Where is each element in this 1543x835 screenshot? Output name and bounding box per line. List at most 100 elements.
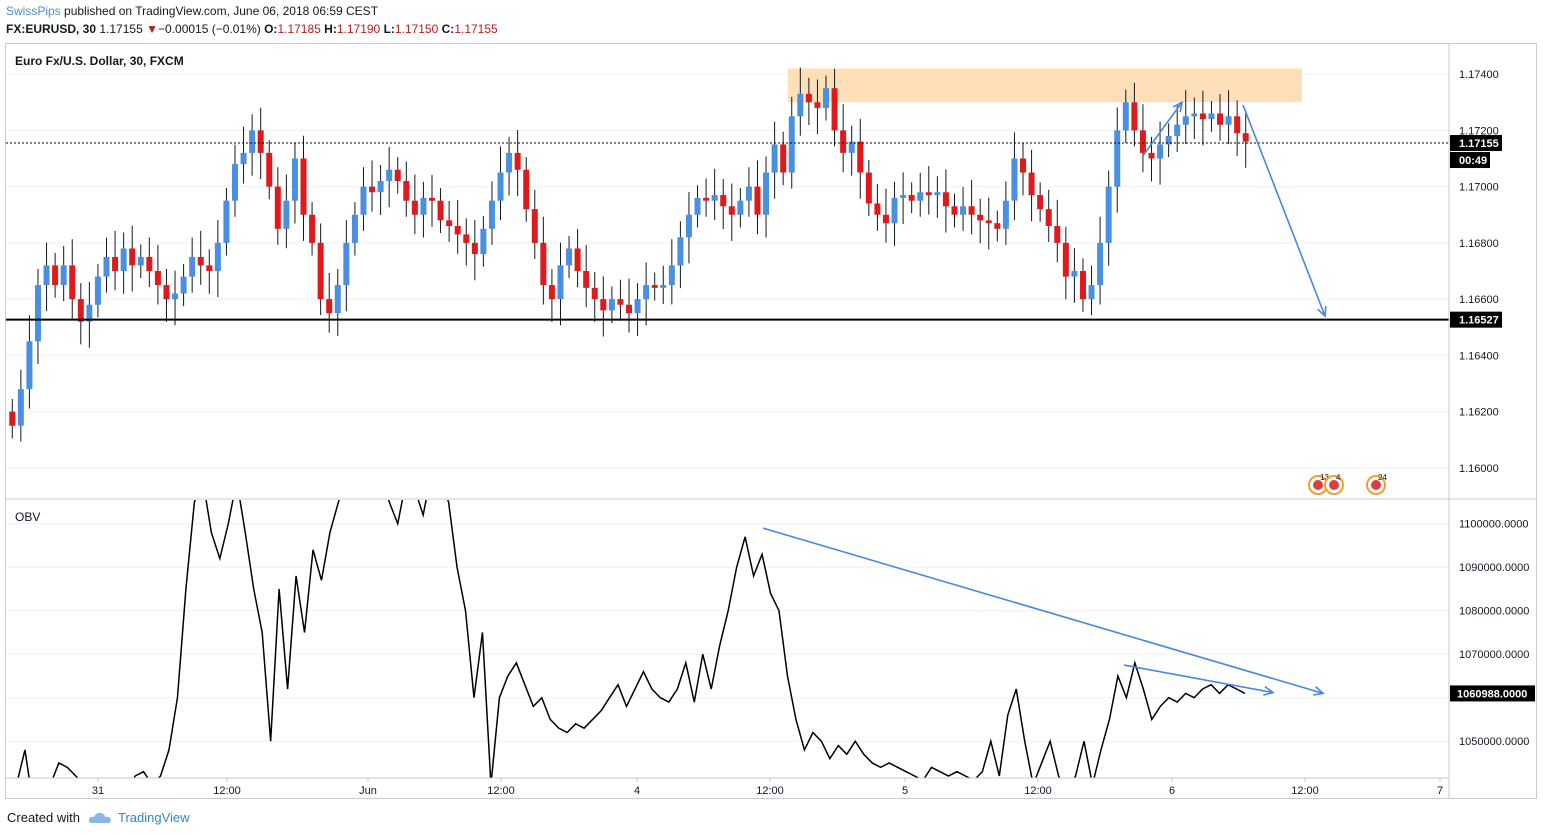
- candle-body: [454, 226, 461, 235]
- candle-body: [745, 186, 752, 201]
- time-tick-label: 12:00: [756, 785, 784, 797]
- candle-body: [617, 299, 624, 305]
- candle-body: [274, 186, 281, 229]
- publish-info: SwissPips published on TradingView.com, …: [6, 3, 378, 20]
- candle-body: [591, 287, 598, 300]
- candle-body: [86, 304, 93, 322]
- candle-body: [386, 169, 393, 181]
- candle-body: [94, 276, 101, 305]
- candle-body: [874, 203, 881, 215]
- obv-line: [17, 500, 1246, 778]
- candle-body: [266, 152, 273, 187]
- support-price-tag: 1.16527: [1459, 315, 1499, 327]
- candle-body: [480, 228, 487, 255]
- candle-body: [326, 299, 333, 314]
- candle-body: [677, 237, 684, 266]
- close-label: C:: [441, 22, 455, 36]
- time-tick-label: 31: [92, 785, 104, 797]
- event-badge-1-dot: [1313, 480, 1323, 490]
- candle-body: [540, 242, 547, 286]
- candle-body: [394, 169, 401, 181]
- price-tick-label: 1.17000: [1459, 182, 1499, 194]
- candle-body: [1148, 152, 1155, 159]
- forecast-arrow: [1242, 104, 1326, 317]
- countdown-tag: 00:49: [1459, 155, 1487, 167]
- candle-body: [403, 181, 410, 201]
- price-tick-label: 1.16600: [1459, 294, 1499, 306]
- change-arrow-icon: ▼: [146, 22, 158, 36]
- last-price-tag-bg: [1450, 135, 1502, 152]
- candle-body: [1234, 116, 1241, 134]
- rally-arrow: [1142, 101, 1183, 157]
- candle-body: [848, 141, 855, 153]
- time-tick-label: 4: [634, 785, 640, 797]
- candle-body: [146, 256, 153, 271]
- candle-body: [1174, 124, 1181, 136]
- candle-body: [1045, 209, 1052, 226]
- candle-body: [249, 130, 256, 153]
- candle-body: [369, 186, 376, 193]
- candle-body: [497, 172, 504, 201]
- candle-body: [1071, 271, 1078, 277]
- obv-tick-label: 1080000.0000: [1459, 606, 1529, 618]
- time-tick-label: 6: [1169, 785, 1175, 797]
- high-value: 1.17190: [336, 22, 381, 36]
- candle-body: [805, 93, 812, 103]
- candle-body: [214, 242, 221, 271]
- candle-body: [514, 152, 521, 170]
- candle-body: [1225, 116, 1232, 125]
- obv-last-tag-bg: [1450, 685, 1535, 702]
- open-value: 1.17185: [277, 22, 321, 36]
- candle-body: [334, 285, 341, 314]
- candle-body: [908, 195, 915, 201]
- event-badge-2: 4: [1336, 473, 1341, 482]
- candle-body: [934, 192, 941, 196]
- candle-body: [857, 141, 864, 173]
- change-value: −0.00015 (−0.01%): [158, 22, 261, 36]
- candle-body: [420, 197, 427, 215]
- time-tick-label: 5: [902, 785, 908, 797]
- chart-frame: [5, 43, 1537, 799]
- price-annotations: [1142, 100, 1327, 318]
- last-price: 1.17155: [99, 22, 143, 36]
- candle-body: [317, 242, 324, 300]
- candle-body: [223, 200, 230, 243]
- candle-body: [891, 197, 898, 224]
- candle-body: [608, 299, 615, 311]
- candle-body: [865, 172, 872, 204]
- candle-body: [112, 256, 119, 271]
- candle-body: [471, 242, 478, 255]
- low-value: 1.17150: [394, 22, 439, 36]
- candle-body: [34, 285, 41, 342]
- candle-body: [583, 271, 590, 288]
- candle-body: [771, 144, 778, 173]
- candle-body: [548, 285, 555, 300]
- tradingview-link[interactable]: TradingView: [117, 810, 190, 825]
- candle-body: [660, 285, 667, 288]
- obv-title: OBV: [15, 510, 40, 524]
- candle-body: [1097, 242, 1104, 286]
- candle-body: [1002, 200, 1009, 229]
- price-tick-label: 1.17400: [1459, 69, 1499, 81]
- candle-body: [788, 116, 795, 173]
- candle-body: [1242, 133, 1249, 142]
- candle-body: [180, 276, 187, 294]
- obv-tick-label: 1050000.0000: [1459, 736, 1529, 748]
- close-value: 1.17155: [454, 22, 498, 36]
- candle-body: [77, 299, 84, 322]
- candle-body: [137, 256, 144, 266]
- candle-body: [685, 214, 692, 238]
- candle-body: [574, 248, 581, 271]
- candle-body: [557, 265, 564, 300]
- candle-body: [69, 265, 76, 300]
- candle-body: [814, 102, 821, 108]
- candle-body: [960, 206, 967, 215]
- author-link[interactable]: SwissPips: [6, 4, 61, 18]
- candlestick-series: [9, 67, 1249, 442]
- obv-divergence-arrow-head: [1313, 686, 1325, 696]
- obv-last-tag: 1060988.0000: [1457, 688, 1527, 700]
- candle-body: [446, 220, 453, 226]
- candle-body: [197, 256, 204, 266]
- candle-body: [1157, 144, 1164, 159]
